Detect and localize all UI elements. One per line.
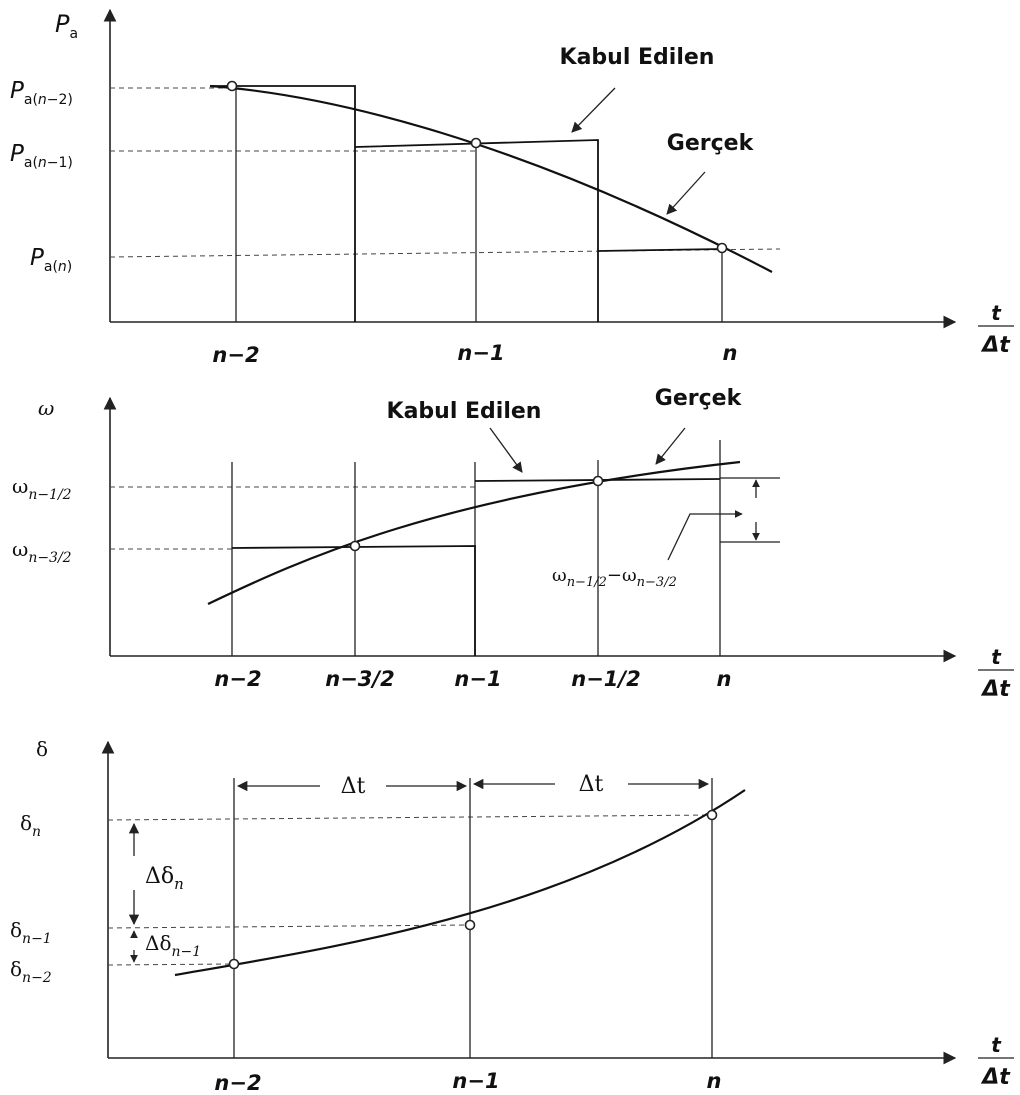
w-tick-n12: n−1/2 [571, 667, 640, 691]
w-level-n12-label: ωn−1/2 [12, 474, 72, 503]
pa-level-n2-label: Pa(n−2) [10, 78, 73, 108]
w-point-n32 [349, 540, 361, 552]
w-y-label: ω [38, 396, 54, 420]
pa-actual-curve [209, 84, 773, 273]
panel-accelerating-power: Pa Pa(n−2) Pa(n−1) Pa(n) n−2 n−1 n t Δt … [10, 8, 1014, 367]
w-x-label-num: t [991, 645, 1002, 669]
w-point-n12 [592, 475, 604, 487]
pa-level-n1-label: Pa(n−1) [10, 141, 73, 171]
pa-y-label: Pa [55, 10, 78, 42]
pa-point-n1 [470, 137, 482, 149]
w-assumed-label: Kabul Edilen [387, 399, 542, 424]
d-point-n1 [464, 919, 476, 931]
pa-assumed-arrow [571, 87, 616, 133]
w-tick-n32: n−3/2 [325, 667, 394, 691]
w-diff-leader [667, 510, 743, 561]
w-tick-n1: n−1 [454, 667, 501, 691]
d-y-label: δ [36, 737, 48, 761]
d-level-n2-dash [107, 963, 235, 966]
d-delta1-label: Δδn [145, 864, 184, 893]
d-level-n-dash [107, 814, 713, 821]
w-step-1 [231, 545, 476, 656]
w-tick-n: n [717, 667, 732, 691]
d-level-n2-label: δn−2 [10, 957, 52, 986]
d-x-label-num: t [991, 1033, 1002, 1057]
w-x-label-den: Δt [980, 677, 1011, 702]
w-assumed-arrow [489, 427, 523, 473]
d-tick-n2: n−2 [214, 1071, 261, 1095]
pa-assumed-label: Kabul Edilen [560, 45, 715, 70]
d-tick-n: n [707, 1069, 722, 1093]
panel-angle: δ δn δn−1 δn−2 Δt Δt Δδn Δδn−1 n−2 n−1 n… [10, 737, 1014, 1095]
d-tick-n1: n−1 [452, 1069, 499, 1093]
d-actual-curve [174, 789, 746, 977]
d-x-label-den: Δt [980, 1065, 1011, 1090]
w-tick-n2: n−2 [214, 667, 261, 691]
pa-tick-n: n [723, 341, 738, 365]
pa-step-1 [210, 85, 356, 322]
w-actual-label: Gerçek [655, 386, 743, 411]
pa-step-3 [597, 248, 723, 252]
pa-point-n [716, 242, 728, 254]
pa-step-2 [354, 139, 599, 322]
panel-speed: ω ωn−1/2 ωn−3/2 n−2 n−3/2 n−1 n−1/2 n t … [12, 386, 1014, 702]
pa-tick-n1: n−1 [457, 341, 504, 365]
pa-level-n-label: Pa(n) [30, 245, 72, 275]
d-delta2-label: Δδn−1 [145, 931, 201, 960]
pa-tick-n2: n−2 [212, 343, 259, 367]
d-interval2-label: Δt [579, 772, 604, 797]
d-point-n [706, 809, 718, 821]
d-level-n-label: δn [20, 811, 41, 840]
pa-x-label-num: t [991, 301, 1002, 325]
w-actual-arrow [655, 427, 686, 465]
pa-actual-label: Gerçek [667, 131, 755, 156]
pa-actual-arrow [666, 171, 706, 215]
pa-point-n2 [226, 80, 238, 92]
w-level-n32-label: ωn−3/2 [12, 537, 72, 566]
d-interval1-label: Δt [341, 774, 366, 799]
d-point-n2 [228, 958, 240, 970]
d-level-n1-label: δn−1 [10, 918, 52, 947]
pa-x-label-den: Δt [980, 333, 1011, 358]
w-actual-curve [207, 460, 741, 605]
d-level-n1-dash [107, 924, 471, 929]
w-diff-label: ωn−1/2−ωn−3/2 [552, 565, 677, 590]
